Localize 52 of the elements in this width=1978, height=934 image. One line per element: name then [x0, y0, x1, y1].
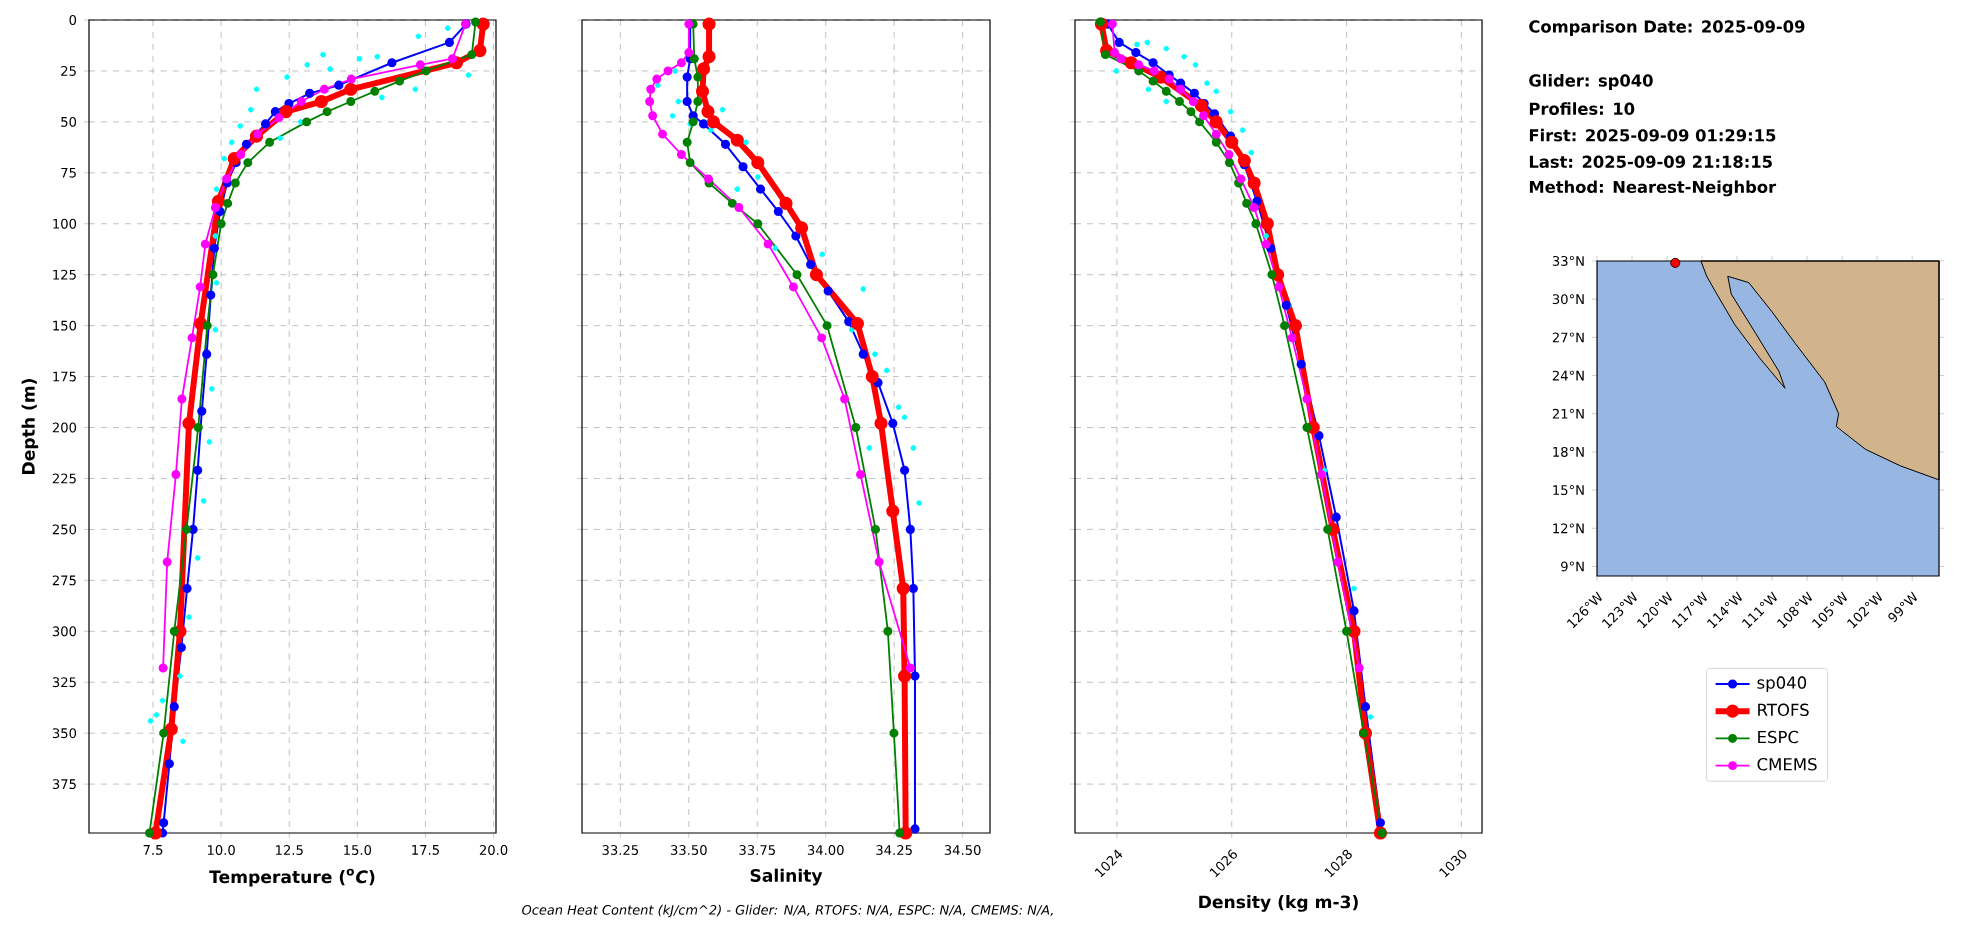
y-tick-label: 18°N: [1553, 446, 1584, 457]
y-tick-label: 250: [52, 524, 77, 535]
legend-label: RTOFS: [1758, 703, 1809, 717]
y-tick-label: 27°N: [1552, 332, 1584, 343]
x-tick-label: 34.50: [944, 845, 981, 855]
y-axis-title: Depth (m): [21, 379, 39, 474]
x-axis-title: Temperature ($^{o}$C): [209, 868, 375, 887]
x-tick-label: 12.5: [276, 845, 303, 855]
y-tick-label: 24°N: [1552, 370, 1584, 381]
y-tick-label: 33°N: [1552, 256, 1584, 266]
y-tick-label: 9°N: [1561, 561, 1584, 572]
y-tick-label: 12°N: [1553, 523, 1584, 534]
y-tick-label: 200: [52, 422, 77, 433]
legend-label: ESPC: [1758, 730, 1799, 744]
y-tick-label: 30°N: [1552, 294, 1584, 305]
text: Ocean Heat Content (kJ/cm^2) - Glider: N/A, RTOFS: N/A, ESPC: N/A, CMEMS: N/A,: [522, 904, 1053, 918]
y-tick-label: 150: [53, 320, 77, 331]
x-tick-label: 15.0: [344, 845, 372, 855]
y-tick-label: 21°N: [1552, 408, 1584, 419]
x-tick-label: 7.5: [143, 845, 163, 855]
y-tick-label: 125: [53, 269, 76, 280]
x-axis-title: Salinity: [750, 868, 823, 886]
y-tick-label: 350: [52, 728, 77, 739]
text: Method: Nearest-Neighbor: [1529, 180, 1777, 197]
x-tick-label: 34.25: [876, 845, 912, 855]
text: First: 2025-09-09 01:29:15: [1529, 128, 1776, 142]
y-tick-label: 100: [53, 218, 77, 229]
y-tick-label: 175: [53, 371, 76, 382]
x-tick-label: 33.75: [739, 845, 775, 855]
x-tick-label: 33.50: [670, 845, 707, 855]
x-tick-label: 17.5: [412, 845, 439, 855]
y-tick-label: 75: [61, 167, 76, 178]
x-tick-label: 34.00: [807, 845, 844, 855]
y-tick-label: 15°N: [1553, 485, 1584, 496]
x-tick-label: 10.0: [207, 845, 235, 855]
y-tick-label: 375: [52, 779, 76, 790]
text: Profiles: 10: [1529, 102, 1635, 115]
text: Last: 2025-09-09 21:18:15: [1529, 155, 1772, 168]
x-tick-label: 20.0: [479, 845, 508, 855]
y-tick-label: 275: [52, 575, 76, 586]
text: Glider: sp040: [1529, 74, 1653, 90]
legend-label: CMEMS: [1757, 757, 1817, 771]
x-tick-label: 33.25: [602, 845, 639, 855]
y-tick-label: 50: [61, 116, 77, 127]
x-axis-title: Density (kg m-3): [1199, 895, 1358, 912]
y-tick-label: 25: [61, 65, 76, 76]
legend-label: sp040: [1757, 676, 1807, 693]
chart-title: Comparison Date: 2025-09-09: [1529, 20, 1805, 36]
y-tick-label: 325: [52, 677, 76, 688]
y-tick-label: 225: [52, 473, 76, 484]
y-tick-label: 300: [52, 626, 77, 637]
y-tick-label: 0: [69, 15, 77, 25]
